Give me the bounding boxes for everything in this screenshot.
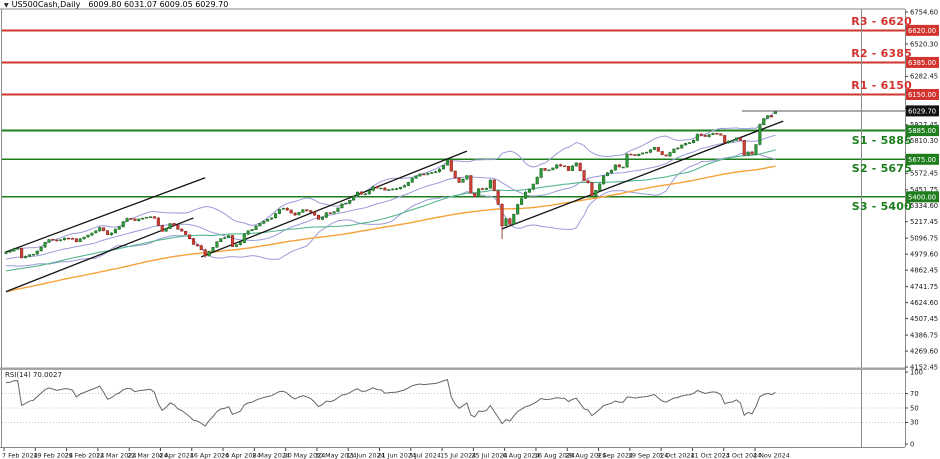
time-axis-label: 26 Apr 2024: [221, 452, 261, 459]
time-axis-label: 19 Feb 2024: [33, 452, 73, 459]
trendlines[interactable]: [5, 120, 784, 293]
time-axis-label: 19 Sep 2024: [628, 452, 669, 459]
time-axis-label: 16 Aug 2024: [534, 452, 575, 459]
time-axis-label: 22 Mar 2024: [127, 452, 168, 459]
price-axis-tick: 5217.45: [910, 218, 938, 226]
rsi-scale-label: 30: [910, 419, 919, 427]
time-axis-label: 6 Aug 2024: [503, 452, 540, 459]
ohlc-readout: 6009.80 6031.07 6009.05 6029.70: [88, 0, 229, 9]
svg-text:6385.00: 6385.00: [908, 59, 936, 67]
time-axis-label: 11 Jun 2024: [346, 452, 384, 459]
time-axis-label: 23 Oct 2024: [722, 452, 762, 459]
price-axis-tick: 5334.60: [910, 202, 938, 210]
time-axis-label: 11 Oct 2024: [690, 452, 730, 459]
level-label-s1: S1 - 5885: [851, 133, 912, 147]
price-axis-tick: 5810.30: [910, 137, 938, 145]
price-badge-r2: [906, 56, 939, 68]
rsi-panel[interactable]: 100 70 50 30 0: [2, 368, 923, 448]
price-axis-tick: 5451.75: [910, 186, 938, 194]
candlesticks[interactable]: [4, 110, 778, 259]
time-axis-label: 12 Mar 2024: [96, 452, 137, 459]
price-axis-tick: 4862.45: [910, 266, 938, 274]
time-axis-label: 15 Jul 2024: [440, 452, 476, 459]
rsi-scale-label: 50: [910, 404, 919, 412]
rsi-scale-label: 100: [910, 368, 923, 376]
time-axis-label: 3 Jul 2024: [409, 452, 441, 459]
time-axis-label: 8 May 2024: [252, 452, 290, 459]
time-axis-label: 16 Apr 2024: [190, 452, 230, 459]
rsi-scale-label: 70: [910, 390, 919, 398]
svg-text:5885.00: 5885.00: [908, 127, 936, 135]
price-axis-tick: 6282.45: [910, 73, 938, 81]
price-axis-tick: 4741.75: [910, 283, 938, 291]
price-badge-s2: [906, 153, 939, 165]
time-axis-label: 21 Jun 2024: [378, 452, 416, 459]
level-label-r1: R1 - 6150: [851, 79, 912, 93]
rsi-indicator-label: RSI(14) 70.0027: [5, 371, 62, 379]
price-badge-s1: [906, 125, 939, 137]
chart-title: US500Cash,Daily: [11, 0, 81, 9]
level-label-r3: R3 - 6620: [851, 15, 912, 29]
price-axis-tick: 4269.60: [910, 347, 938, 355]
svg-text:6029.70: 6029.70: [908, 107, 936, 115]
level-label-r2: R2 - 6385: [851, 47, 912, 61]
support-resistance-lines[interactable]: [2, 29, 905, 198]
time-axis-label: 25 Jul 2024: [471, 452, 507, 459]
time-axis-label: 4 Nov 2024: [753, 452, 790, 459]
time-axis-label: 9 Sep 2024: [597, 452, 633, 459]
svg-text:5675.00: 5675.00: [908, 156, 936, 164]
svg-text:5400.00: 5400.00: [908, 193, 936, 201]
price-axis-tick: 4386.75: [910, 331, 938, 339]
current-price-badge: [906, 105, 939, 117]
svg-text:6620.00: 6620.00: [908, 27, 936, 35]
symbol-collapse-icon[interactable]: ▼: [4, 2, 9, 9]
price-axis-tick: 6754.60: [910, 8, 938, 16]
price-axis-tick: 6520.30: [910, 40, 938, 48]
time-axis-label: 1 Oct 2024: [659, 452, 694, 459]
price-axis-tick: 4979.60: [910, 250, 938, 258]
price-axis-tick: 4152.45: [910, 363, 938, 371]
rsi-scale-label: 0: [910, 440, 914, 448]
moving-average-lines: [5, 110, 776, 293]
time-axis-label: 28 Aug 2024: [565, 452, 606, 459]
price-axis-tick: 4624.60: [910, 299, 938, 307]
time-axis-label: 30 May 2024: [315, 452, 357, 459]
price-axis-tick: 5572.45: [910, 170, 938, 178]
price-axis[interactable]: 6754.606637.456520.306403.156282.456165.…: [905, 8, 939, 371]
time-axis-label: 4 Apr 2024: [158, 452, 193, 459]
title-bar: ▼ US500Cash,Daily 6009.80 6031.07 6009.05 …: [4, 0, 228, 9]
price-badge-r3: [906, 24, 939, 36]
time-axis-label: 7 Feb 2024: [2, 452, 38, 459]
time-axis-label: 20 May 2024: [284, 452, 326, 459]
rsi-line: [5, 378, 776, 427]
price-axis-tick: 4507.45: [910, 315, 938, 323]
price-axis-tick: 5096.75: [910, 234, 938, 242]
level-label-s2: S2 - 5675: [851, 162, 912, 176]
svg-text:6150.00: 6150.00: [908, 91, 936, 99]
level-label-s3: S3 - 5400: [851, 199, 912, 213]
price-badge-s3: [906, 191, 939, 203]
price-badge-r1: [906, 88, 939, 100]
time-axis-label: 29 Feb 2024: [65, 452, 105, 459]
